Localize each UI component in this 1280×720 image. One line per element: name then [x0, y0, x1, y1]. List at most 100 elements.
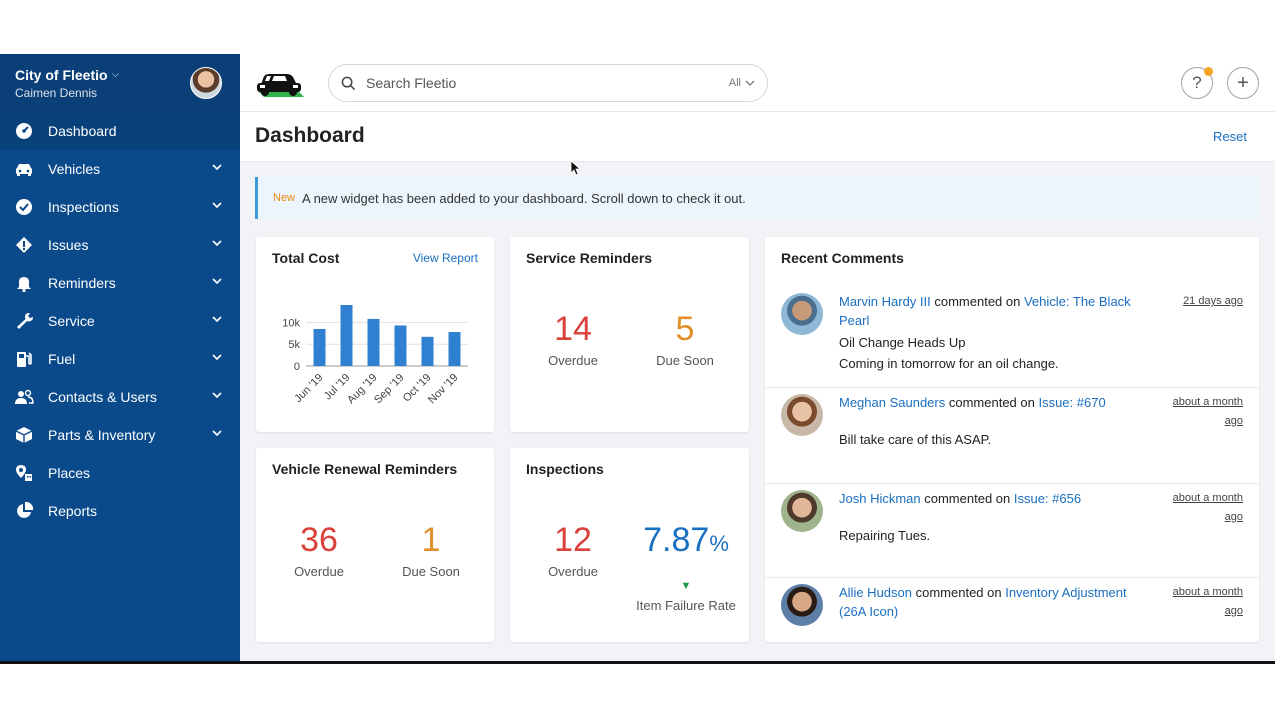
sidebar-item-vehicles[interactable]: Vehicles [0, 150, 240, 188]
comment-text: Bill take care of this ASAP. [839, 432, 992, 447]
sidebar-item-contacts-users[interactable]: Contacts & Users [0, 378, 240, 416]
chevron-down-icon: ⌵ [111, 69, 120, 80]
comment-verb: commented on [930, 294, 1024, 309]
comment-verb: commented on [912, 585, 1006, 600]
comment-body: Josh Hickman commented on Issue: #656 Rep… [839, 489, 1139, 545]
comment-target-link[interactable]: Issue: #670 [1038, 395, 1106, 410]
service-reminders-card: Service Reminders 14 Overdue 5 Due Soon [510, 237, 749, 432]
bottom-edge [0, 661, 1275, 664]
pie-chart-icon [14, 501, 34, 521]
comment-subject: Oil Change Heads Up [839, 335, 966, 350]
total-cost-card: Total Cost View Report 0 5k 10k Jun '19 Jul … [256, 237, 494, 432]
due-soon-count: 5 [675, 310, 695, 348]
due-soon-stat[interactable]: 1 Due Soon [376, 520, 486, 579]
search-scope-select[interactable]: All [729, 77, 755, 89]
overdue-count: 14 [554, 310, 592, 348]
comment-body: Meghan Saunders commented on Issue: #670… [839, 393, 1139, 449]
bar[interactable] [394, 325, 407, 366]
overdue-count: 12 [554, 521, 592, 559]
commenter-avatar[interactable] [781, 394, 823, 436]
chevron-down-icon[interactable] [212, 430, 222, 440]
top-bar: All ? + [240, 54, 1275, 112]
fuel-pump-icon [14, 349, 34, 369]
sidebar-item-issues[interactable]: Issues [0, 226, 240, 264]
comment-timestamp[interactable]: about a month ago [1172, 586, 1243, 617]
search-scope-value: All [728, 77, 741, 89]
car-icon [14, 159, 34, 179]
comment-author-link[interactable]: Marvin Hardy III [839, 294, 931, 309]
overdue-stat[interactable]: 36 Overdue [264, 520, 374, 579]
sidebar-item-fuel[interactable]: Fuel [0, 340, 240, 378]
comment-timestamp[interactable]: about a month ago [1172, 492, 1243, 523]
comment-target-link[interactable]: Vehicle: The Black Pearl [839, 294, 1131, 328]
comment-header: Josh Hickman commented on Issue: #656 [839, 489, 1139, 508]
comment-item: Allie Hudson commented on Inventory Adju… [765, 578, 1259, 642]
notification-dot [1204, 67, 1213, 76]
failure-rate-stat[interactable]: 7.87% ▼ Item Failure Rate [628, 520, 744, 613]
bar[interactable] [421, 336, 434, 366]
chevron-down-icon[interactable] [212, 164, 222, 174]
comment-verb: commented on [945, 395, 1039, 410]
overdue-stat[interactable]: 14 Overdue [518, 309, 628, 368]
chevron-down-icon [745, 80, 755, 86]
sidebar-item-dashboard[interactable]: Dashboard [0, 112, 240, 150]
failure-rate-unit: % [709, 531, 729, 556]
help-button[interactable]: ? [1181, 67, 1213, 99]
due-soon-count: 1 [421, 521, 441, 559]
sidebar-item-places[interactable]: Places [0, 454, 240, 492]
commenter-avatar[interactable] [781, 293, 823, 335]
reset-link[interactable]: Reset [1213, 129, 1247, 144]
app-window: City of Fleetio ⌵ Caimen Dennis Dashboar… [0, 54, 1275, 664]
search-icon [341, 76, 356, 90]
user-avatar[interactable] [190, 67, 222, 99]
bar[interactable] [367, 318, 380, 366]
diamond-alert-icon [14, 235, 34, 255]
sidebar-item-parts-inventory[interactable]: Parts & Inventory [0, 416, 240, 454]
card-title: Total Cost [272, 250, 340, 266]
sidebar-item-reminders[interactable]: Reminders [0, 264, 240, 302]
chevron-down-icon[interactable] [212, 354, 222, 364]
fleetio-logo[interactable] [254, 65, 306, 99]
comment-text: Coming in tomorrow for an oil change. [839, 356, 1059, 371]
plus-icon: + [1237, 71, 1249, 94]
view-report-link[interactable]: View Report [412, 251, 478, 265]
chevron-down-icon[interactable] [212, 316, 222, 326]
add-button[interactable]: + [1227, 67, 1259, 99]
bar[interactable] [448, 332, 461, 366]
bar[interactable] [313, 328, 326, 366]
comment-author-link[interactable]: Meghan Saunders [839, 395, 946, 410]
sidebar-item-label: Service [48, 313, 95, 329]
card-title: Inspections [526, 461, 604, 477]
comment-target-link[interactable]: Inventory Adjustment (26A Icon) [839, 585, 1127, 619]
sidebar-item-label: Vehicles [48, 161, 101, 177]
sidebar-item-label: Dashboard [48, 123, 117, 139]
sidebar-item-service[interactable]: Service [0, 302, 240, 340]
sidebar-item-label: Reports [48, 503, 98, 519]
chevron-down-icon[interactable] [212, 202, 222, 212]
account-switcher[interactable]: City of Fleetio ⌵ Caimen Dennis [0, 54, 240, 112]
chevron-down-icon[interactable] [212, 240, 222, 250]
commenter-avatar[interactable] [781, 584, 823, 626]
mouse-cursor-icon [570, 160, 580, 176]
comment-author-link[interactable]: Allie Hudson [839, 585, 912, 600]
comment-timestamp[interactable]: 21 days ago [1183, 295, 1243, 307]
bar[interactable] [340, 305, 353, 366]
commenter-avatar[interactable] [781, 490, 823, 532]
sidebar-item-inspections[interactable]: Inspections [0, 188, 240, 226]
comment-target-link[interactable]: Issue: #656 [1013, 491, 1082, 506]
sidebar-item-label: Inspections [48, 199, 119, 215]
comment-timestamp[interactable]: about a month ago [1172, 396, 1243, 427]
comment-item: Josh Hickman commented on Issue: #656 Rep… [765, 484, 1259, 578]
search-input[interactable] [366, 75, 729, 91]
comment-header: Marvin Hardy III commented on Vehicle: T… [839, 292, 1139, 330]
sidebar-item-reports[interactable]: Reports [0, 492, 240, 530]
chevron-down-icon[interactable] [212, 278, 222, 288]
comment-author-link[interactable]: Josh Hickman [839, 491, 921, 506]
sidebar-item-label: Contacts & Users [48, 389, 157, 405]
chevron-down-icon[interactable] [212, 392, 222, 402]
overdue-stat[interactable]: 12 Overdue [518, 520, 628, 579]
y-tick-label: 5k [288, 339, 300, 351]
due-soon-stat[interactable]: 5 Due Soon [630, 309, 740, 368]
map-pin-icon [14, 463, 34, 483]
comment-header: Meghan Saunders commented on Issue: #670 [839, 393, 1139, 412]
